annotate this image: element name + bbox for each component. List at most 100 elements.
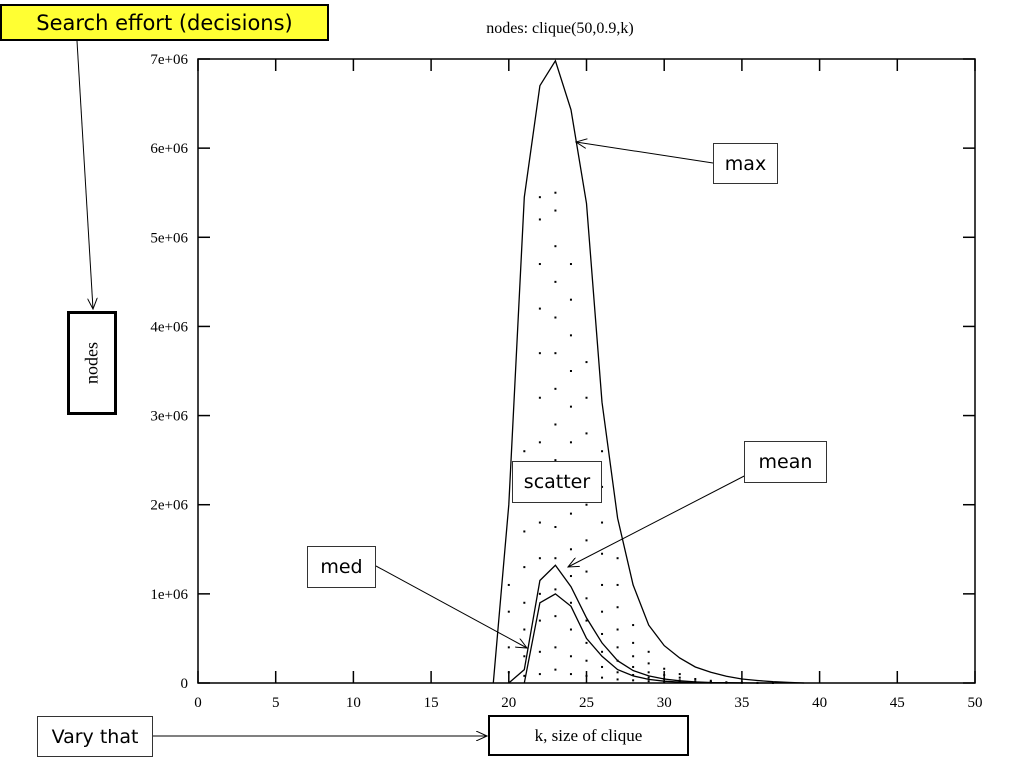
scatter-point xyxy=(538,521,541,524)
scatter-point xyxy=(554,316,557,319)
scatter-point xyxy=(554,209,557,212)
scatter-point xyxy=(585,674,588,677)
max-callout: max xyxy=(713,143,778,184)
x-axis-label-box: k, size of clique xyxy=(488,715,689,756)
scatter-point xyxy=(585,659,588,662)
plot-frame xyxy=(197,58,976,684)
scatter-point xyxy=(569,441,572,444)
scatter-point xyxy=(569,655,572,658)
x-tick-label: 5 xyxy=(272,695,280,711)
scatter-point xyxy=(569,298,572,301)
scatter-point xyxy=(616,671,619,674)
scatter-point xyxy=(569,370,572,372)
scatter-point xyxy=(585,619,588,622)
x-tick-label: 15 xyxy=(424,695,439,711)
scatter-point xyxy=(554,352,557,355)
med-arrow xyxy=(375,565,527,648)
scatter-point xyxy=(616,646,619,649)
scatter-point xyxy=(647,662,650,665)
y-tick-label: 3e+06 xyxy=(150,409,188,425)
scatter-point xyxy=(585,432,588,435)
search-effort-arrow xyxy=(76,40,93,309)
scatter-point xyxy=(694,677,697,680)
series-line-max xyxy=(492,59,805,684)
scatter-point xyxy=(709,679,712,682)
scatter-point xyxy=(569,601,572,604)
scatter-point xyxy=(601,665,604,668)
scatter-point xyxy=(601,650,604,653)
scatter-point xyxy=(554,245,557,248)
scatter-point xyxy=(523,566,526,569)
scatter-point xyxy=(678,676,681,679)
scatter-point xyxy=(507,646,510,649)
x-tick-label: 25 xyxy=(579,695,594,711)
x-tick-label: 35 xyxy=(734,695,749,711)
scatter-point xyxy=(647,676,650,679)
scatter-point xyxy=(601,583,604,586)
search-effort-callout: Search effort (decisions) xyxy=(0,4,329,41)
scatter-point xyxy=(554,588,557,591)
scatter-point xyxy=(569,263,572,266)
scatter-point xyxy=(538,592,541,595)
scatter-point xyxy=(554,668,557,671)
scatter-point xyxy=(678,673,681,676)
x-tick-label: 40 xyxy=(812,695,827,711)
scatter-point xyxy=(601,450,604,453)
y-axis-label: nodes xyxy=(81,342,102,384)
scatter-point xyxy=(601,610,604,613)
scatter-point xyxy=(507,610,510,613)
scatter-point xyxy=(507,671,510,674)
scatter-point xyxy=(554,387,557,390)
x-tick-label: 45 xyxy=(890,695,905,711)
scatter-point xyxy=(632,673,635,676)
scatter-point xyxy=(538,650,541,653)
scatter-point xyxy=(554,615,557,618)
scatter-point xyxy=(601,676,604,679)
scatter-point xyxy=(538,396,541,399)
x-tick-label: 0 xyxy=(194,695,202,711)
scatter-point xyxy=(538,218,541,221)
scatter-point xyxy=(569,405,572,408)
scatter-point xyxy=(585,570,588,573)
y-tick-label: 4e+06 xyxy=(150,319,188,335)
x-tick-label: 20 xyxy=(501,695,516,711)
y-tick-label: 5e+06 xyxy=(150,230,188,246)
scatter-point xyxy=(569,334,572,337)
scatter-point xyxy=(632,665,635,668)
scatter-point xyxy=(616,606,619,609)
scatter-point xyxy=(601,552,604,555)
scatter-point xyxy=(585,503,588,506)
scatter-point xyxy=(554,191,557,194)
y-tick-label: 2e+06 xyxy=(150,498,188,514)
scatter-point xyxy=(663,667,666,670)
mean-arrow xyxy=(568,471,753,567)
series-line-med xyxy=(523,593,742,684)
vary-that-callout: Vary that xyxy=(37,716,153,757)
chart-title: nodes: clique(50,0.9,k) xyxy=(486,20,634,37)
scatter-point xyxy=(632,641,635,644)
series-line-mean xyxy=(508,564,773,684)
scatter-point xyxy=(507,583,510,586)
x-tick-label: 10 xyxy=(346,695,361,711)
scatter-point xyxy=(523,450,526,453)
y-tick-label: 6e+06 xyxy=(150,141,188,157)
scatter-point xyxy=(616,557,619,560)
scatter-point xyxy=(632,655,635,658)
scatter-point xyxy=(554,459,557,462)
scatter-point xyxy=(538,619,541,622)
scatter-point xyxy=(569,628,572,631)
scatter-point xyxy=(569,512,572,515)
scatter-point xyxy=(523,601,526,604)
y-tick-label: 7e+06 xyxy=(150,52,188,68)
scatter-point xyxy=(538,196,541,199)
scatter-point xyxy=(569,673,572,676)
scatter-point xyxy=(523,628,526,631)
med-callout: med xyxy=(307,546,376,588)
scatter-point xyxy=(538,441,541,444)
scatter-point xyxy=(569,548,572,551)
scatter-point xyxy=(601,521,604,524)
scatter-point xyxy=(585,361,588,364)
scatter-point xyxy=(538,352,541,355)
y-tick-label: 0 xyxy=(181,676,189,692)
